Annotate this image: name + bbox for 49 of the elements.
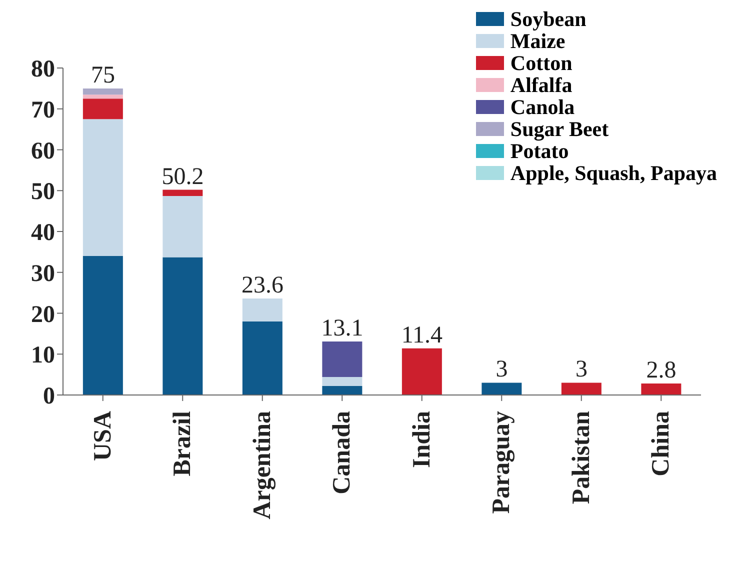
x-tick-label: Paraguay [488, 410, 516, 514]
legend-label: Sugar Beet [510, 117, 609, 141]
x-tick-label: Canada [328, 410, 356, 494]
legend-label: Apple, Squash, Papaya [510, 161, 717, 185]
legend-label: Soybean [510, 7, 586, 31]
bar [82, 256, 123, 395]
bar [402, 348, 442, 395]
bar [162, 190, 203, 196]
bar [242, 321, 282, 395]
bar [82, 88, 123, 95]
legend-label: Canola [510, 95, 575, 119]
total-label: 23.6 [241, 272, 284, 299]
x-tick-label: Argentina [248, 410, 276, 520]
y-tick-label: 60 [31, 138, 55, 164]
total-label: 3 [496, 356, 508, 383]
x-tick-label: Pakistan [568, 410, 595, 504]
bar [82, 119, 123, 256]
x-tick-label: China [648, 410, 675, 476]
legend-label: Alfalfa [510, 73, 572, 97]
total-label: 75 [90, 62, 115, 88]
bar [482, 382, 522, 395]
bar [242, 298, 282, 322]
y-tick-label: 10 [31, 342, 55, 369]
total-label: 2.8 [646, 358, 676, 384]
bar [322, 386, 362, 395]
bar [322, 377, 362, 386]
y-tick-label: 30 [31, 260, 55, 287]
total-label: 50.2 [162, 164, 204, 190]
total-label: 11.4 [401, 322, 442, 348]
bar [561, 382, 602, 395]
y-tick-label: 40 [31, 220, 55, 246]
bar [82, 98, 123, 120]
bar [641, 384, 682, 395]
x-tick-label: USA [89, 411, 116, 462]
bar [82, 94, 123, 99]
bar [162, 196, 203, 258]
y-tick-label: 70 [31, 97, 55, 124]
y-tick-label: 20 [31, 302, 55, 328]
legend-label: Maize [510, 29, 566, 53]
x-tick-label: India [408, 410, 436, 468]
legend-label: Cotton [510, 51, 572, 75]
x-tick-label: Brazil [169, 410, 196, 476]
bar [162, 257, 203, 395]
y-tick-label: 80 [31, 56, 55, 83]
total-label: 13.1 [321, 315, 364, 342]
y-tick-label: 0 [43, 384, 55, 410]
total-label: 3 [575, 356, 588, 383]
y-tick-label: 50 [31, 179, 55, 206]
bar [322, 341, 362, 378]
